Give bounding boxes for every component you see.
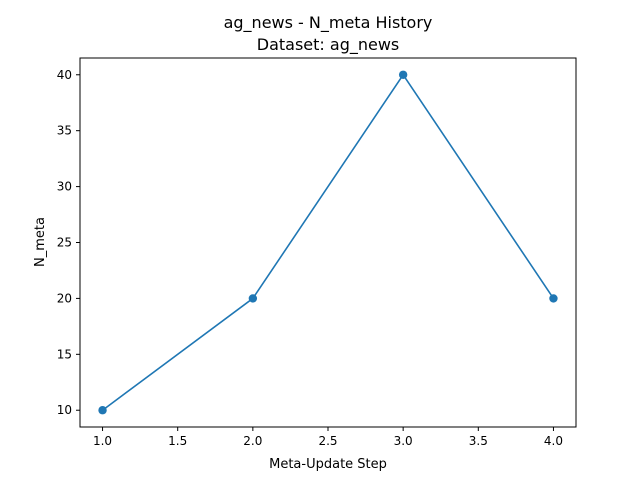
series-group	[98, 70, 558, 415]
y-tick-label: 30	[57, 180, 72, 194]
y-axis-label: N_meta	[33, 217, 48, 267]
chart-title: ag_news - N_meta History	[224, 13, 433, 33]
data-point	[248, 294, 258, 303]
data-point	[398, 70, 408, 79]
y-tick-label: 15	[57, 347, 72, 361]
y-axis: 10 15 20 25 30 35 40	[57, 68, 80, 417]
x-tick-label: 3.0	[394, 434, 413, 448]
y-tick-label: 20	[57, 291, 72, 305]
x-tick-label: 1.0	[93, 434, 112, 448]
y-tick-label: 40	[57, 68, 72, 82]
x-axis: 1.0 1.5 2.0 2.5 3.0 3.5 4.0	[93, 427, 563, 448]
y-tick-label: 10	[57, 403, 72, 417]
x-tick-label: 2.0	[243, 434, 262, 448]
x-tick-label: 3.5	[469, 434, 488, 448]
chart-subtitle: Dataset: ag_news	[257, 35, 400, 55]
x-axis-label: Meta-Update Step	[269, 457, 387, 472]
y-tick-label: 35	[57, 124, 72, 138]
y-tick-label: 25	[57, 236, 72, 250]
series-line	[102, 73, 555, 411]
data-point	[98, 406, 107, 415]
data-point	[549, 294, 558, 303]
x-tick-label: 2.5	[318, 434, 337, 448]
x-tick-label: 1.5	[168, 434, 187, 448]
x-tick-label: 4.0	[544, 434, 563, 448]
